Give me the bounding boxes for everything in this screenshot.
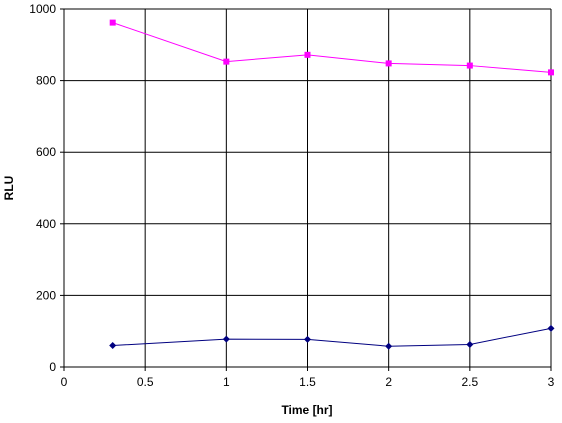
series-2 — [109, 324, 555, 350]
series-1-point — [548, 69, 554, 76]
x-tick-label: 1 — [223, 375, 230, 389]
series-1-point — [223, 58, 230, 65]
grid-lines — [64, 8, 552, 367]
series-2-point — [547, 324, 555, 332]
series-1-point — [109, 19, 116, 26]
y-tick-label: 1000 — [29, 2, 56, 16]
series-2-point — [109, 342, 117, 350]
series-1 — [109, 19, 554, 76]
series-2-point — [385, 342, 393, 350]
y-tick-labels: 0 200 400 600 800 1000 — [29, 2, 56, 374]
y-tick-label: 400 — [36, 217, 56, 231]
axes — [60, 8, 552, 371]
x-axis-title: Time [hr] — [281, 403, 332, 417]
series-2-line — [112, 327, 552, 347]
series-layer — [109, 19, 555, 350]
series-2-point — [222, 335, 230, 343]
x-tick-label: 1.5 — [299, 375, 316, 389]
y-tick-label: 0 — [49, 360, 56, 374]
y-tick-label: 600 — [36, 145, 56, 159]
series-1-point — [385, 60, 392, 67]
series-1-point — [466, 62, 473, 69]
series-1-point — [304, 51, 311, 58]
x-tick-label: 2 — [385, 375, 392, 389]
series-2-point — [466, 340, 474, 348]
x-tick-labels: 0 0.5 1 1.5 2 2.5 3 — [61, 375, 555, 389]
x-tick-label: 0.5 — [137, 375, 154, 389]
y-axis-title: RLU — [2, 176, 16, 201]
series-1-line — [112, 22, 552, 73]
x-tick-label: 2.5 — [461, 375, 478, 389]
x-tick-label: 3 — [548, 375, 555, 389]
y-tick-label: 200 — [36, 288, 56, 302]
x-tick-label: 0 — [61, 375, 68, 389]
y-tick-label: 800 — [36, 74, 56, 88]
series-2-point — [304, 335, 311, 343]
